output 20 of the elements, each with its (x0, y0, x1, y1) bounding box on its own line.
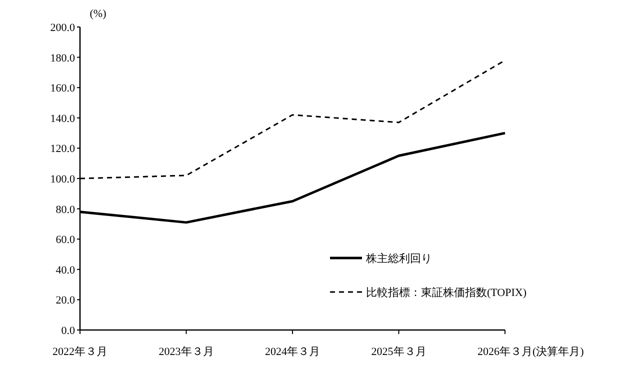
y-tick-label: 80.0 (56, 204, 76, 216)
x-tick-label: 2026年３月 (478, 346, 532, 358)
legend-label: 比較指標：東証株価指数(TOPIX) (366, 286, 527, 299)
x-tick-label: 2022年３月 (52, 346, 108, 358)
x-tick-label: 2023年３月 (158, 346, 214, 358)
y-tick-label: 20.0 (56, 294, 76, 307)
y-tick-label: 200.0 (50, 22, 76, 34)
x-tick-label: 2025年３月 (371, 346, 426, 358)
y-tick-label: 100.0 (50, 174, 76, 186)
legend-label: 株主総利回り (365, 252, 432, 265)
y-tick-label: 60.0 (56, 234, 76, 246)
x-axis-title: (決算年月) (532, 345, 584, 358)
y-tick-label: 40.0 (56, 264, 76, 276)
y-tick-label: 120.0 (50, 143, 76, 156)
y-tick-label: 0.0 (61, 325, 76, 337)
y-axis-title: (%) (90, 8, 107, 20)
x-tick-label: 2024年３月 (265, 346, 320, 358)
y-tick-label: 180.0 (50, 52, 76, 64)
y-tick-label: 140.0 (50, 112, 76, 125)
y-tick-label: 160.0 (50, 82, 76, 95)
